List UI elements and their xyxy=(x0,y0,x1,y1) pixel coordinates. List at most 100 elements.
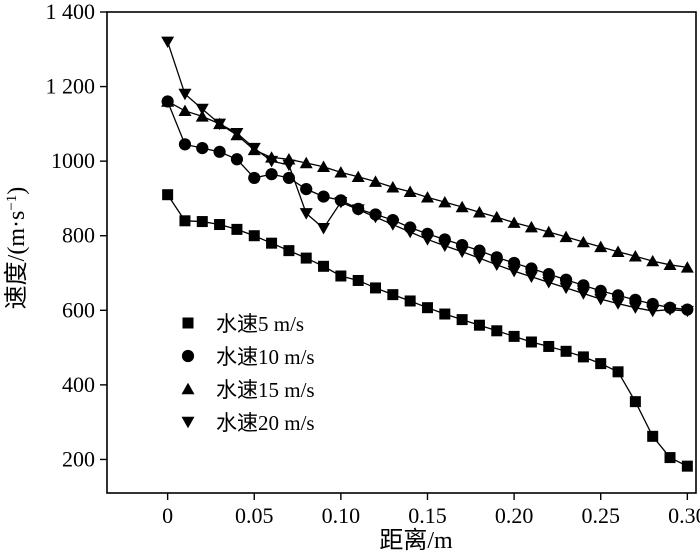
data-point xyxy=(248,171,261,185)
data-point xyxy=(300,183,313,196)
legend-label: 水速15 m/s xyxy=(216,378,315,402)
data-point xyxy=(403,226,417,239)
data-point xyxy=(524,220,538,233)
series-line xyxy=(167,101,688,311)
data-point xyxy=(646,254,660,267)
y-tick-label: 800 xyxy=(62,223,95,248)
data-point xyxy=(507,265,521,278)
data-point xyxy=(318,260,330,272)
data-point xyxy=(421,302,433,314)
data-point xyxy=(455,200,469,213)
x-tick-label: 0.10 xyxy=(322,503,361,528)
legend-marker xyxy=(181,382,195,395)
data-point xyxy=(162,189,174,201)
data-point xyxy=(265,155,279,168)
data-point xyxy=(386,181,400,193)
data-point xyxy=(214,219,226,231)
legend-marker xyxy=(181,416,195,429)
data-point xyxy=(628,250,642,262)
data-point xyxy=(369,175,383,187)
series-1 xyxy=(162,189,693,472)
legend-marker xyxy=(181,349,195,363)
y-tick-label: 1000 xyxy=(51,148,95,173)
data-point xyxy=(317,160,331,172)
x-tick-label: 0.15 xyxy=(408,503,447,528)
data-point xyxy=(560,345,572,357)
data-point xyxy=(196,216,208,228)
data-point xyxy=(265,168,278,181)
data-point xyxy=(472,206,486,218)
data-point xyxy=(299,208,313,220)
data-point xyxy=(576,235,590,248)
data-point xyxy=(161,95,175,107)
data-point xyxy=(491,325,503,337)
y-tick-label: 600 xyxy=(62,297,95,322)
y-tick-label: 200 xyxy=(62,446,95,471)
data-point xyxy=(543,340,555,352)
data-point xyxy=(542,277,556,289)
data-point xyxy=(230,153,244,166)
data-point xyxy=(438,240,452,253)
data-point xyxy=(195,103,209,116)
data-point xyxy=(524,271,538,283)
data-point xyxy=(161,36,175,49)
data-point xyxy=(438,195,452,208)
data-point xyxy=(508,330,520,342)
data-point xyxy=(490,210,504,223)
x-tick-label: 0.30 xyxy=(668,503,700,528)
y-axis-title-superscript: −1 xyxy=(4,195,20,211)
data-point xyxy=(178,88,192,101)
data-point xyxy=(231,223,243,235)
data-point xyxy=(680,261,694,273)
data-point xyxy=(612,366,624,378)
data-point xyxy=(490,259,504,272)
data-point xyxy=(213,145,226,158)
x-tick-label: 0 xyxy=(162,503,173,528)
data-point xyxy=(611,298,625,310)
data-point xyxy=(370,282,382,294)
data-point xyxy=(647,430,659,442)
x-tick-label: 0.20 xyxy=(495,503,534,528)
legend: 水速5 m/s 水速10 m/s 水速15 m/s 水速20 m/s xyxy=(181,312,315,435)
axes-layer: 0 0.05 0.10 0.15 0.20 0.25 0.30 200 400 600 800 100… xyxy=(46,0,700,528)
data-point xyxy=(576,288,590,300)
y-axis-title-main: 速度/(m·s xyxy=(3,211,30,310)
data-point xyxy=(179,215,191,227)
data-point xyxy=(282,159,296,172)
data-point xyxy=(439,308,451,320)
data-point xyxy=(420,191,434,203)
data-point xyxy=(646,305,660,318)
data-point xyxy=(525,336,537,348)
data-point xyxy=(196,141,209,155)
data-point xyxy=(664,452,676,464)
data-point xyxy=(663,258,677,271)
data-point xyxy=(213,118,227,131)
data-point xyxy=(559,230,573,243)
data-point xyxy=(334,196,348,209)
data-point xyxy=(542,225,556,238)
series-line xyxy=(167,41,688,312)
axis-titles: 距离/m 速度/(m·s−1) xyxy=(3,187,453,554)
legend-label: 水速10 m/s xyxy=(216,345,315,369)
data-point xyxy=(681,460,693,472)
data-point xyxy=(403,185,417,197)
x-tick-label: 0.25 xyxy=(581,503,620,528)
data-point xyxy=(420,234,434,246)
data-point xyxy=(595,358,607,370)
data-point xyxy=(680,305,694,318)
data-point xyxy=(404,295,416,307)
data-point xyxy=(230,127,244,140)
data-point xyxy=(299,156,313,169)
data-point xyxy=(629,396,641,408)
plot-frame xyxy=(106,11,697,494)
legend-marker xyxy=(182,317,194,329)
data-point xyxy=(577,351,589,363)
data-point xyxy=(386,219,400,231)
data-point xyxy=(369,211,383,224)
y-tick-label: 1 400 xyxy=(46,0,96,24)
y-axis-title-close: ) xyxy=(4,187,30,195)
data-point xyxy=(456,314,468,326)
data-point xyxy=(663,304,677,316)
legend-label: 水速20 m/s xyxy=(216,411,315,435)
